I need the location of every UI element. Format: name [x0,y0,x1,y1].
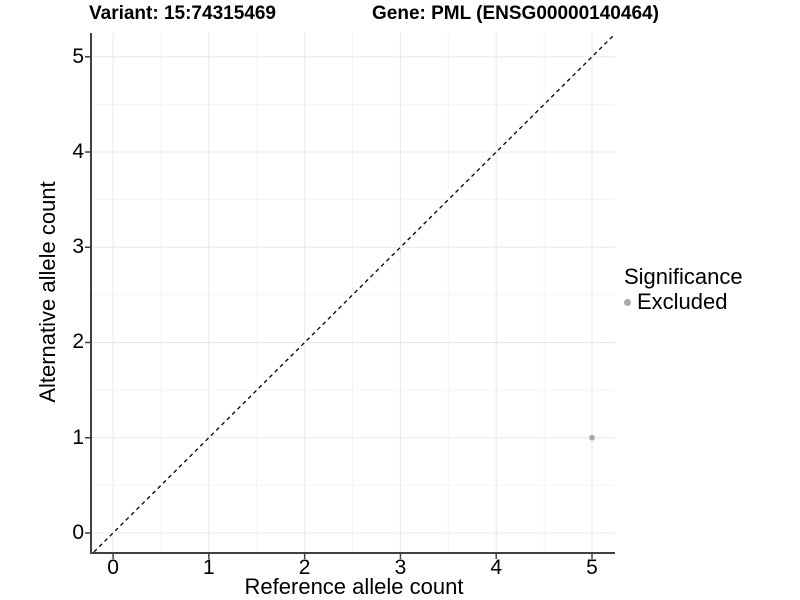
y-tick-label-5: 5 [72,44,84,68]
x-tick-label-2: 2 [298,556,311,579]
legend-entry-label: Excluded [637,289,728,314]
y-tick-label-4: 4 [72,140,84,164]
y-tick-label-1: 1 [72,425,84,449]
y-axis-title: Alternative allele count [35,181,60,403]
legend: Significance Excluded [624,265,743,314]
y-tick-label-2: 2 [72,330,84,354]
y-tick-label-3: 3 [72,235,84,259]
gene-title: Gene: PML (ENSG00000140464) [372,3,659,24]
legend-point-icon [624,298,631,306]
x-tick-label-5: 5 [586,556,598,579]
x-tick-label-0: 0 [107,556,119,579]
x-tick-label-1: 1 [203,556,215,579]
x-tick-label-3: 3 [394,556,407,579]
y-tick-label-0: 0 [72,520,84,544]
x-tick-label-4: 4 [490,556,503,579]
x-axis-title: Reference allele count [244,574,464,599]
legend-title: Significance [624,264,743,289]
legend-entry-excluded: Excluded [624,290,743,314]
variant-title: Variant: 15:74315469 [89,3,276,24]
legend-entries: Excluded [624,290,743,314]
data-point-excluded [589,434,595,441]
identity-line [93,33,616,553]
